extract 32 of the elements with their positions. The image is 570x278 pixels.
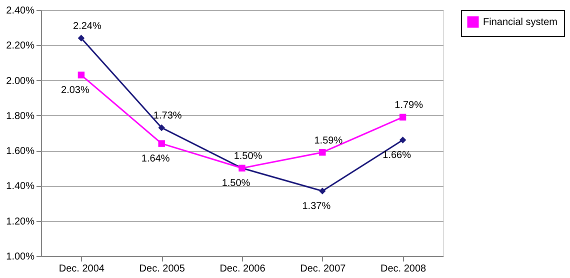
x-tick-label: Dec. 2008 [380, 264, 427, 274]
data-label: 2.03% [61, 85, 90, 96]
x-tick-label: Dec. 2006 [220, 264, 266, 274]
y-tick-label: 1.80% [6, 110, 35, 122]
point [78, 34, 85, 42]
y-tick-label: 2.20% [6, 40, 35, 52]
point [158, 140, 165, 147]
point [399, 114, 406, 121]
y-tick-label: 1.00% [6, 252, 35, 262]
data-label: 1.64% [141, 154, 170, 165]
point [399, 136, 406, 144]
data-label: 1.59% [314, 135, 343, 146]
y-tick-label: 2.00% [6, 76, 35, 87]
x-tick-label: Dec. 2004 [58, 264, 105, 274]
data-label: 1.37% [302, 200, 331, 212]
data-label: 1.50% [222, 178, 250, 190]
data-label: 2.24% [73, 21, 102, 32]
x-tick-label: Dec. 2007 [300, 264, 346, 274]
x-tick-label: Dec. 2005 [139, 264, 186, 274]
y-tick-label: 1.40% [6, 181, 35, 192]
data-label: 1.73% [153, 110, 182, 122]
data-label: 1.79% [394, 100, 424, 112]
y-tick-label: 2.40% [6, 6, 35, 16]
data-label: 1.50% [234, 151, 262, 162]
legend-label: Financial system [483, 17, 558, 28]
point [158, 124, 165, 132]
point [78, 72, 85, 78]
y-tick-label: 1.60% [6, 146, 35, 158]
point [319, 148, 326, 156]
y-tick-label: 1.20% [6, 216, 35, 228]
data-label: 1.66% [382, 150, 412, 162]
point [319, 188, 326, 194]
